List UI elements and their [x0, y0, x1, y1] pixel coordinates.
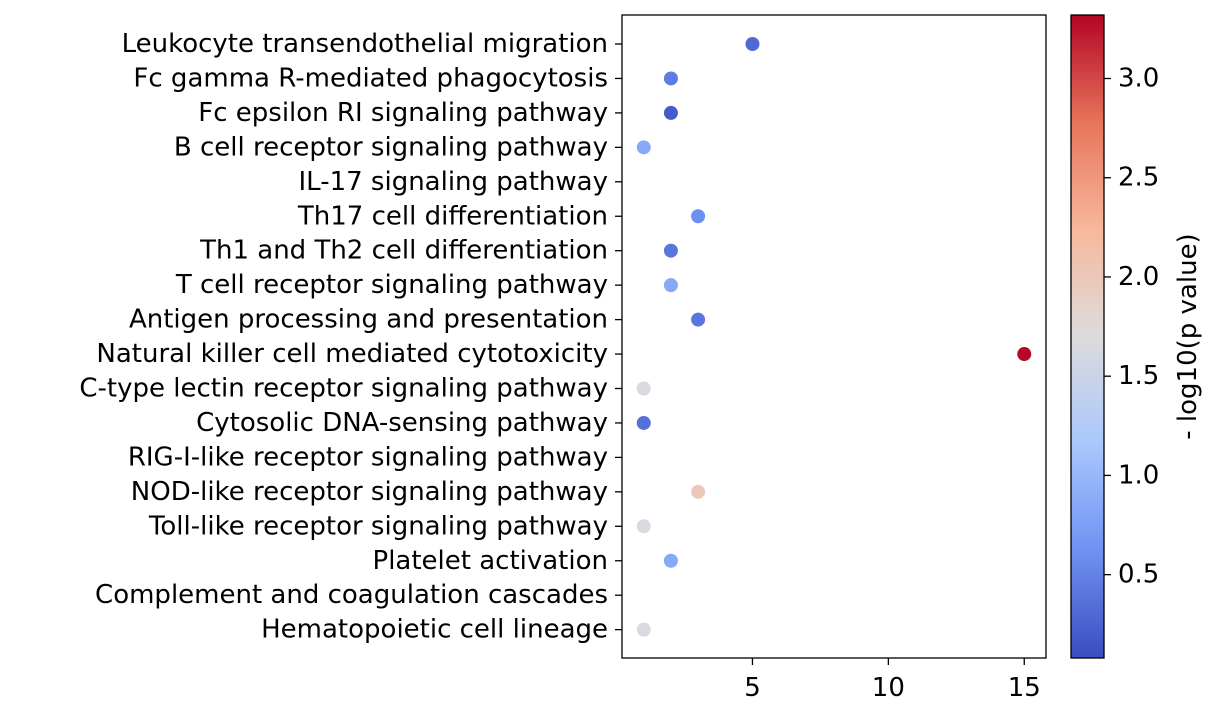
- scatter-point: [1017, 347, 1032, 362]
- scatter-point: [663, 105, 678, 120]
- y-tick-label: Antigen processing and presentation: [129, 305, 608, 335]
- scatter-point: [663, 71, 678, 86]
- y-tick-label: Th1 and Th2 cell differentiation: [199, 236, 608, 266]
- colorbar-tick-label: 2.0: [1118, 262, 1159, 292]
- y-tick-label: C-type lectin receptor signaling pathway: [79, 374, 608, 404]
- y-tick-label: Fc gamma R-mediated phagocytosis: [133, 63, 608, 93]
- colorbar-tick-label: 1.5: [1118, 361, 1159, 391]
- scatter-point: [636, 140, 651, 155]
- y-tick-label: Complement and coagulation cascades: [95, 580, 608, 610]
- scatter-point: [663, 278, 678, 293]
- colorbar-ticks: 0.5 1.0 1.5 2.0 2.5 3.0: [1104, 64, 1159, 590]
- y-tick-label: NOD-like receptor signaling pathway: [131, 477, 608, 507]
- y-tick-label: RIG-I-like receptor signaling pathway: [128, 442, 608, 472]
- colorbar-tick-label: 0.5: [1118, 560, 1159, 590]
- scatter-point: [663, 553, 678, 568]
- scatter-point: [636, 415, 651, 430]
- colorbar-label: - log10(p value): [1173, 233, 1203, 439]
- y-axis-ticks: [615, 43, 622, 631]
- y-tick-label: Platelet activation: [373, 546, 608, 576]
- x-tick-label: 5: [744, 673, 761, 703]
- colorbar-tick-label: 3.0: [1118, 64, 1159, 94]
- scatter-point: [636, 381, 651, 396]
- scatter-points: [636, 37, 1032, 637]
- colorbar: [1070, 14, 1105, 659]
- scatter-point: [636, 622, 651, 637]
- scatter-point: [691, 312, 706, 327]
- y-axis-tick-labels: Leukocyte transendothelial migration Fc g…: [79, 29, 608, 645]
- scatter-point: [636, 519, 651, 534]
- colorbar-tick-label: 2.5: [1118, 163, 1159, 193]
- plot-frame: [621, 14, 1047, 659]
- y-tick-label: Natural killer cell mediated cytotoxicit…: [96, 339, 608, 369]
- y-tick-label: Th17 cell differentiation: [297, 201, 608, 231]
- x-tick-label: 10: [872, 673, 905, 703]
- x-axis-ticks: 5 10 15: [744, 658, 1041, 703]
- y-tick-label: B cell receptor signaling pathway: [174, 132, 608, 162]
- y-tick-label: Toll-like receptor signaling pathway: [148, 511, 608, 541]
- y-tick-label: Cytosolic DNA-sensing pathway: [196, 408, 608, 438]
- y-tick-label: Fc epsilon RI signaling pathway: [198, 98, 608, 128]
- y-tick-label: Leukocyte transendothelial migration: [122, 29, 608, 59]
- x-tick-label: 15: [1008, 673, 1041, 703]
- y-tick-label: IL-17 signaling pathway: [299, 167, 609, 197]
- scatter-point: [745, 37, 760, 51]
- y-tick-label: Hematopoietic cell lineage: [261, 615, 608, 645]
- y-tick-label: T cell receptor signaling pathway: [175, 270, 608, 300]
- scatter-point: [663, 243, 678, 258]
- scatter-point: [691, 484, 706, 499]
- scatter-point: [691, 209, 706, 224]
- colorbar-tick-label: 1.0: [1118, 460, 1159, 490]
